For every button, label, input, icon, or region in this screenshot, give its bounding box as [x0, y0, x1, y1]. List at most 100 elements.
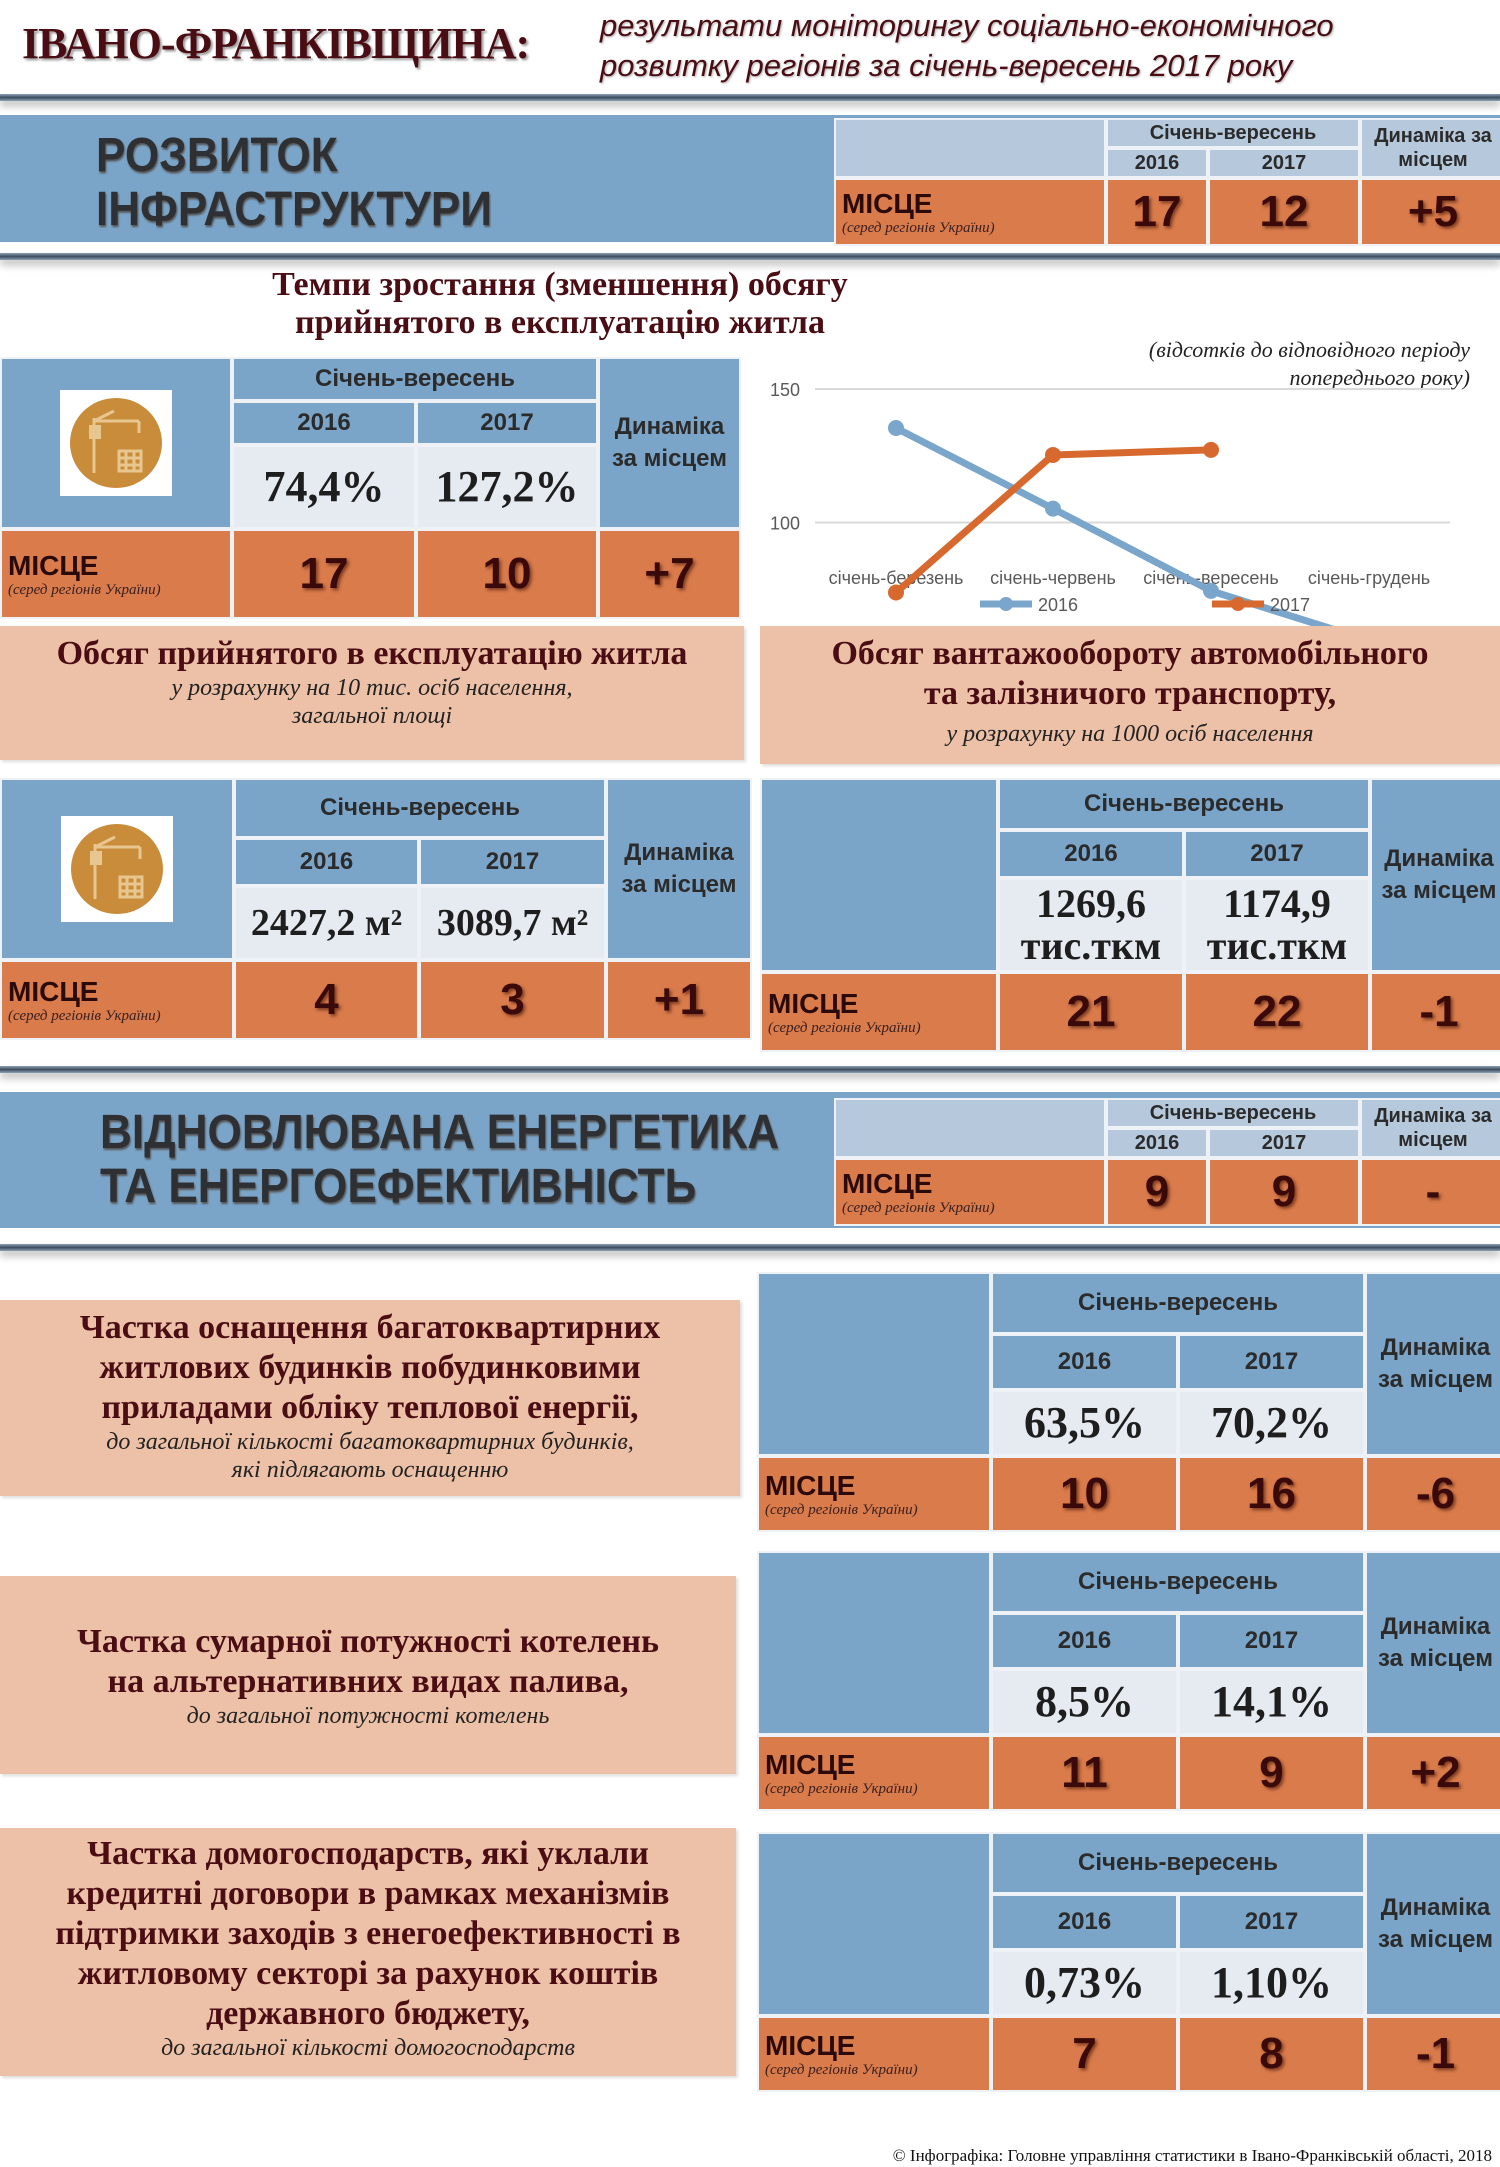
- subtitle-line: розвитку регіонів за січень-вересень 201…: [600, 48, 1293, 83]
- year-2016-header: 2016: [993, 1615, 1176, 1667]
- footer-credit: © Інфографіка: Головне управління статис…: [892, 2146, 1492, 2165]
- place-label-text: МІСЦЕ: [765, 1748, 856, 1780]
- dynamics-header: Динаміка за місцем: [1372, 780, 1500, 970]
- legend-marker: [1231, 597, 1245, 611]
- place-note: (серед регіонів України): [765, 1780, 918, 1797]
- year-2017-header: 2017: [1210, 1130, 1358, 1156]
- year-2017-header: 2017: [1186, 832, 1368, 876]
- place-note: (серед регіонів України): [765, 1501, 918, 1518]
- rank-2016: 9: [1108, 1160, 1206, 1224]
- dynamics-value: +7: [600, 531, 739, 617]
- title-line: прийнятого в експлуатацію житла: [295, 304, 825, 341]
- label-cell: [762, 780, 996, 970]
- place-label: МІСЦЕ (серед регіонів України): [2, 962, 232, 1038]
- rank-2016: 7: [993, 2018, 1176, 2090]
- households-box: Частка домогосподарств, які уклали креди…: [0, 1828, 736, 2076]
- y-tick-label: 100: [770, 514, 800, 534]
- rank-2017: 9: [1210, 1160, 1358, 1224]
- chart-title: Темпи зростання (зменшення) обсягу прийня…: [0, 266, 1120, 342]
- rank-2016: 4: [236, 962, 417, 1038]
- x-tick-label: січень-червень: [990, 568, 1116, 588]
- year-2016-header: 2016: [993, 1896, 1176, 1948]
- series-line-2016: [894, 424, 1371, 640]
- place-note: (серед регіонів України): [8, 1007, 161, 1024]
- divider: [0, 1066, 1500, 1073]
- value-2016: 63,5%: [993, 1392, 1176, 1454]
- dynamics-value: +1: [608, 962, 750, 1038]
- boilers-box: Частка сумарної потужності котелень на а…: [0, 1576, 736, 1774]
- note-line: попереднього року): [1289, 365, 1470, 390]
- year-2016-header: 2016: [1000, 832, 1182, 876]
- box-title: кредитні договори в рамках механізмів: [66, 1875, 670, 1912]
- year-2016-header: 2016: [236, 840, 417, 884]
- label-cell: [2, 780, 232, 958]
- rank-2016: 21: [1000, 974, 1182, 1050]
- legend-label: 2016: [1038, 595, 1078, 615]
- section-title: РОЗВИТОК ІНФРАСТРУКТУРИ: [96, 129, 492, 237]
- note-line: (відсотків до відповідного періоду: [1148, 337, 1470, 362]
- subtitle-line: результати моніторингу соціально-економі…: [600, 8, 1334, 43]
- value-2016: 1269,6 тис.ткм: [1000, 880, 1182, 970]
- value-2017: 70,2%: [1180, 1392, 1363, 1454]
- rank-2017: 8: [1180, 2018, 1363, 2090]
- rank-2017: 16: [1180, 1458, 1363, 1530]
- dynamics-header: Динаміка за місцем: [1367, 1834, 1500, 2014]
- rank-2017: 10: [418, 531, 596, 617]
- value-2017: 1,10%: [1180, 1952, 1363, 2014]
- construction-crane-icon: [60, 390, 172, 496]
- place-note: (серед регіонів України): [768, 1019, 921, 1036]
- year-2017-header: 2017: [1180, 1896, 1363, 1948]
- period-header: Січень-вересень: [1108, 120, 1358, 146]
- year-2017-header: 2017: [1180, 1615, 1363, 1667]
- box-subtitle: загальної площі: [291, 703, 453, 729]
- dynamics-header: Динаміка за місцем: [600, 359, 739, 527]
- box-title: державного бюджету,: [206, 1995, 530, 2032]
- ranking-table: Січень-вересень 2016 2017 Динаміка за місце…: [834, 1098, 1500, 1226]
- place-label-text: МІСЦЕ: [765, 2029, 856, 2061]
- box-subtitle: до загальної кількості багатоквартирних …: [106, 1429, 634, 1455]
- box-title: Частка домогосподарств, які уклали: [87, 1835, 649, 1872]
- legend-marker: [999, 597, 1013, 611]
- rank-2016: 17: [234, 531, 414, 617]
- box-subtitle: до загальної кількості домогосподарств: [161, 2035, 575, 2061]
- dynamics-value: -6: [1367, 1458, 1500, 1530]
- box-title: підтримки заходів з енегоефективності в: [55, 1915, 681, 1952]
- box-subtitle: які підлягають оснащенню: [231, 1457, 509, 1483]
- value-2017: 127,2%: [418, 447, 596, 527]
- ranking-table: Січень-вересень 2016 2017 Динаміка за місце…: [760, 778, 1500, 1052]
- freight-box: Обсяг вантажообороту автомобільного та з…: [760, 626, 1500, 764]
- dynamics-header: Динаміка за місцем: [1367, 1553, 1500, 1733]
- section-title: ВІДНОВЛЮВАНА ЕНЕРГЕТИКА ТА ЕНЕРГОЕФЕКТИВН…: [100, 1106, 779, 1214]
- data-point-2017: [1045, 446, 1061, 463]
- place-label: МІСЦЕ (серед регіонів України): [759, 1458, 989, 1530]
- box-subtitle: до загальної потужності котелень: [186, 1703, 550, 1729]
- data-point-2017: [888, 584, 904, 601]
- y-tick-label: 150: [770, 380, 800, 400]
- year-2017-header: 2017: [418, 403, 596, 443]
- rank-2016: 17: [1108, 180, 1206, 244]
- dynamics-value: +2: [1367, 1737, 1500, 1809]
- data-point-2016: [888, 419, 904, 436]
- year-2016-header: 2016: [1108, 1130, 1206, 1156]
- title-line: ІНФРАСТРУКТУРИ: [96, 183, 493, 236]
- ranking-table: Січень-вересень 2016 2017 Динаміка за місце…: [757, 1272, 1500, 1532]
- rank-2016: 10: [993, 1458, 1176, 1530]
- place-label-text: МІСЦЕ: [842, 187, 933, 219]
- ranking-table: Січень-вересень 2016 2017 Динаміка за місце…: [757, 1832, 1500, 2092]
- place-label: МІСЦЕ (серед регіонів України): [836, 180, 1104, 244]
- legend-label: 2017: [1270, 595, 1310, 615]
- label-cell: [836, 120, 1104, 176]
- period-header: Січень-вересень: [236, 780, 604, 836]
- value-2016: 0,73%: [993, 1952, 1176, 2014]
- divider: [0, 253, 1500, 260]
- box-title: Частка оснащення багатоквартирних: [79, 1309, 661, 1346]
- rank-2016: 11: [993, 1737, 1176, 1809]
- place-label: МІСЦЕ (серед регіонів України): [762, 974, 996, 1050]
- rank-2017: 12: [1210, 180, 1358, 244]
- year-2016-header: 2016: [234, 403, 414, 443]
- value-2017: 1174,9 тис.ткм: [1186, 880, 1368, 970]
- place-note: (серед регіонів України): [842, 1199, 995, 1216]
- chart-note: (відсотків до відповідного періоду попере…: [1149, 336, 1470, 392]
- place-label-text: МІСЦЕ: [8, 549, 99, 581]
- label-cell: [2, 359, 230, 527]
